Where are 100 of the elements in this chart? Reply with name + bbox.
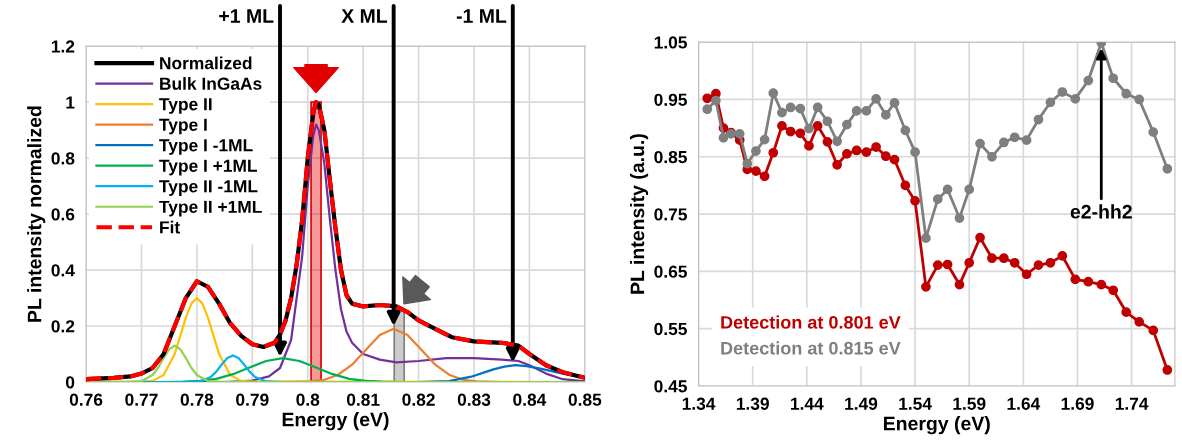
point [861,106,872,116]
point [871,94,881,104]
point [702,93,713,104]
point [932,194,943,205]
legend-label: Bulk InGaAs [160,77,262,90]
x-tick-label: 0.83 [457,393,491,406]
point [861,147,872,158]
x-tick-label: 0.84 [513,393,547,406]
x-tick-label: 0.8 [296,393,320,406]
x-tick-label: 0.81 [346,393,380,406]
x-tick-label: 0.77 [125,393,158,406]
point [1148,325,1159,336]
point [777,120,787,131]
point [718,132,729,143]
point [734,128,745,139]
point [900,180,911,191]
point [1021,135,1032,146]
x-tick-label: 0.82 [402,393,435,406]
point [751,166,761,176]
point [785,126,796,137]
point [804,123,814,134]
point [987,253,997,264]
y-tick-label: 1.2 [51,40,75,53]
x-tick-label: 1.39 [736,397,769,410]
point [832,159,842,170]
point [832,136,842,147]
point [932,260,943,270]
legend-label: Normalized [160,56,252,70]
point [1083,75,1094,86]
x-tick-label: 0.79 [236,393,269,406]
y-tick-label: 0 [65,376,75,389]
point [954,213,965,223]
point [998,253,1009,264]
point [812,120,823,131]
y-axis-title: PL intensity (a.u.) [629,134,649,294]
x-tick-label: 0.76 [69,393,103,406]
point [964,184,975,195]
point [998,137,1009,148]
point [921,233,931,244]
point [900,125,911,136]
point [822,116,833,127]
point [1108,73,1119,84]
point [1162,365,1173,375]
annotation: e2-hh2 [1070,204,1132,219]
point [1033,260,1044,270]
text: Detection at 0.815 eV [721,341,901,355]
y-tick-label: 0.4 [51,264,75,277]
point [975,232,985,243]
point [1083,276,1094,287]
x-tick-label: 1.49 [845,397,878,410]
y-tick-label: 0.95 [654,93,687,106]
point [1070,274,1081,285]
point [822,137,833,147]
legend-label: Type II +1ML [159,200,262,217]
x-tick-label: 0.78 [180,393,214,406]
point [1121,307,1132,317]
point [711,95,721,106]
y-tick-label: 0.8 [51,152,75,165]
legend-label: Type I +1ML [159,159,258,176]
point [1108,285,1119,296]
point [1134,94,1145,105]
point [942,259,953,270]
point [1121,88,1132,99]
point [1148,127,1159,137]
x-tick-label: 0.85 [568,393,602,406]
legend-label: Fit [160,220,180,234]
x-tick-label: 1.64 [1007,397,1041,410]
point [842,119,852,130]
point [1045,257,1056,268]
y-tick-label: 0.45 [654,380,687,393]
point [851,145,862,156]
y-tick-label: 1 [66,96,75,109]
legend-label: Type II [159,98,212,114]
y-axis-title: PL intensity normalized [27,106,46,322]
x-axis-title: Energy (eV) [884,416,990,435]
point [921,282,931,292]
legend-label: Type II -1ML [159,180,258,196]
point [1134,316,1145,327]
annotation: X ML [341,9,388,23]
point [910,196,920,206]
point [751,146,761,156]
annotation: -1 ML [456,9,507,23]
point [880,151,891,162]
point [871,142,881,152]
series-label: Detection at 0.801 eV [721,315,901,329]
point [785,102,796,113]
point [1162,163,1173,174]
point [842,149,852,159]
point [742,158,753,169]
point [768,147,779,158]
legend-label: Type I [159,118,207,135]
point [1096,279,1107,290]
point [880,110,891,120]
x-tick-label: 1.59 [953,397,986,410]
point [1045,97,1056,108]
point [889,98,900,108]
point [768,88,779,99]
x-tick-label: 1.69 [1061,397,1094,410]
point [812,102,823,113]
point [1057,251,1068,261]
